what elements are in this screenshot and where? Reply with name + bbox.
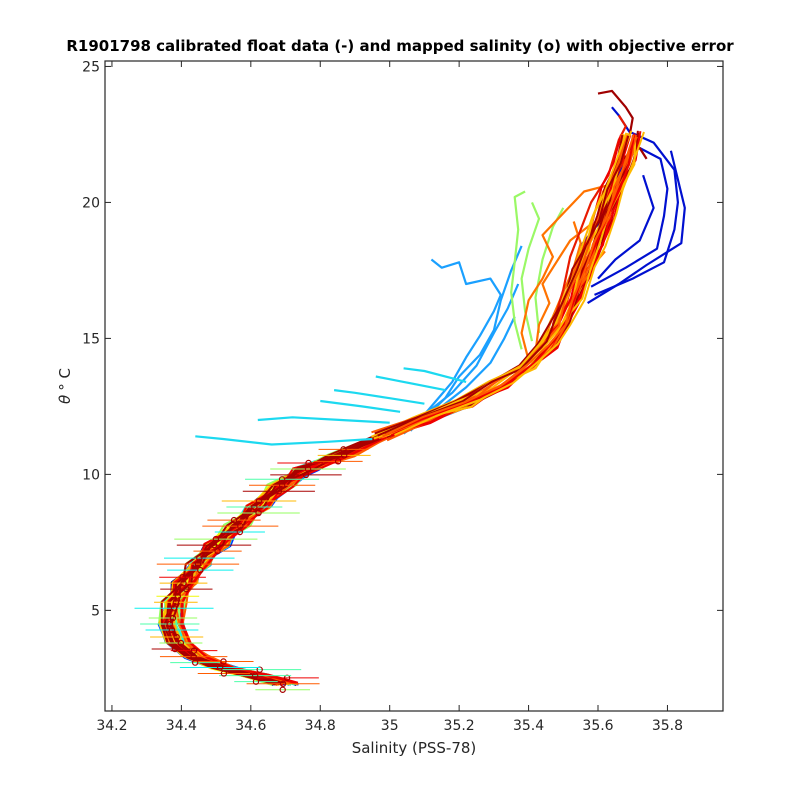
profile-line-lightblue	[416, 245, 523, 427]
x-tick-label: 34.6	[235, 718, 266, 734]
profile-line-upper	[394, 131, 645, 436]
mapped-salinity-marker	[216, 664, 224, 671]
profile-line-cyan	[257, 416, 390, 424]
mapped-salinity-marker	[212, 535, 220, 543]
profile-line-upper	[377, 135, 630, 437]
mapped-salinity-marker	[190, 653, 197, 660]
x-tick-label: 35.8	[652, 718, 683, 734]
mapped-salinity-marker	[340, 446, 347, 453]
x-tick-label: 35.6	[582, 718, 613, 734]
profile-line-cyan	[375, 375, 446, 392]
mapped-salinity-marker	[173, 633, 180, 641]
mapped-salinity-marker	[214, 547, 221, 555]
mapped-salinity-marker	[278, 482, 286, 489]
mapped-salinity-marker	[237, 522, 244, 530]
mapped-salinity-marker	[172, 599, 180, 606]
x-axis-label: Salinity (PSS-78)	[352, 739, 477, 757]
mapped-salinity-marker	[197, 566, 204, 574]
x-tick-label: 35	[381, 718, 399, 734]
mapped-salinity-marker	[304, 465, 312, 473]
mapped-salinity-marker	[177, 639, 185, 647]
profile-line-blue	[587, 150, 686, 305]
mapped-salinity-marker	[171, 645, 179, 653]
y-tick-label: 5	[91, 603, 100, 619]
profile-line-red	[551, 114, 627, 326]
mapped-salinity-marker	[210, 541, 218, 549]
x-tick-label: 35.2	[444, 718, 475, 734]
profile-line-cyan	[403, 367, 467, 383]
mapped-salinity-marker	[166, 620, 173, 628]
mapped-salinity-marker	[179, 573, 186, 581]
x-tick-label: 34.2	[96, 718, 127, 734]
mapped-salinity-marker	[278, 476, 286, 483]
y-tick-label: 10	[82, 467, 100, 483]
mapped-salinity-marker	[340, 452, 348, 459]
profile-line-lightblue	[409, 258, 502, 432]
y-tick-label: 15	[82, 331, 100, 347]
x-tick-label: 35.4	[513, 718, 544, 734]
y-axis-label: θ ° C	[56, 368, 74, 404]
mapped-salinity-marker	[251, 503, 258, 511]
mapped-salinity-marker	[251, 672, 259, 679]
x-tick-label: 34.8	[305, 718, 336, 734]
mapped-salinity-marker	[194, 560, 202, 568]
y-axis-label-suffix: ° C	[56, 368, 74, 391]
mapped-salinity-marker	[220, 658, 227, 665]
profile-line-upper	[377, 132, 630, 438]
profile-line-cyan	[333, 389, 425, 405]
profile-line-cyan	[320, 399, 401, 413]
profile-line-blue	[590, 147, 669, 288]
y-tick-label: 25	[82, 59, 100, 75]
profile-line-upper	[382, 134, 635, 438]
profile-line-lightblue	[423, 283, 520, 416]
profile-line-orange	[534, 223, 592, 353]
mapped-salinity-marker	[169, 614, 177, 622]
mapped-salinity-marker	[279, 686, 286, 693]
profile-line-orange	[520, 179, 627, 361]
mapped-salinity-marker	[220, 670, 228, 677]
mapped-salinity-marker	[180, 579, 187, 587]
y-tick-label: 20	[82, 195, 100, 211]
mapped-salinity-marker	[168, 626, 176, 634]
x-tick-label: 34.4	[166, 718, 197, 734]
mapped-salinity-marker	[230, 516, 238, 524]
mapped-salinity-marker	[279, 680, 287, 688]
mapped-salinity-marker	[183, 585, 190, 593]
profile-line-upper	[386, 133, 636, 435]
profile-line-green	[510, 190, 526, 350]
mapped-salinity-marker	[305, 459, 312, 467]
profile-line-blue	[597, 174, 655, 280]
chart-title: R1901798 calibrated float data (-) and m…	[66, 37, 734, 55]
series-layer	[134, 89, 686, 693]
profile-line-cyan	[195, 435, 373, 446]
y-axis-label-symbol: θ	[56, 395, 74, 404]
mapped-salinity-marker	[255, 509, 262, 517]
mapped-salinity-marker	[255, 497, 263, 505]
mapped-salinity-marker	[174, 593, 182, 600]
mapped-salinity-marker	[302, 471, 310, 479]
ticks-layer: 34.2 34.4 34.6 34.8 35 35.2 35.4 35.6 35.8 5 10 15 2…	[82, 59, 723, 734]
mapped-salinity-marker	[170, 604, 178, 612]
mapped-salinity-marker	[252, 678, 260, 685]
profile-line	[170, 403, 467, 685]
mapped-salinity-marker	[334, 458, 342, 465]
mapped-salinity-marker	[191, 659, 199, 666]
profile-line	[180, 403, 473, 685]
mapped-salinity-marker	[275, 488, 283, 495]
mapped-salinity-marker	[190, 647, 198, 654]
plot-frame	[104, 60, 724, 712]
mapped-salinity-marker	[236, 528, 244, 536]
mapped-salinity-marker	[196, 554, 203, 562]
